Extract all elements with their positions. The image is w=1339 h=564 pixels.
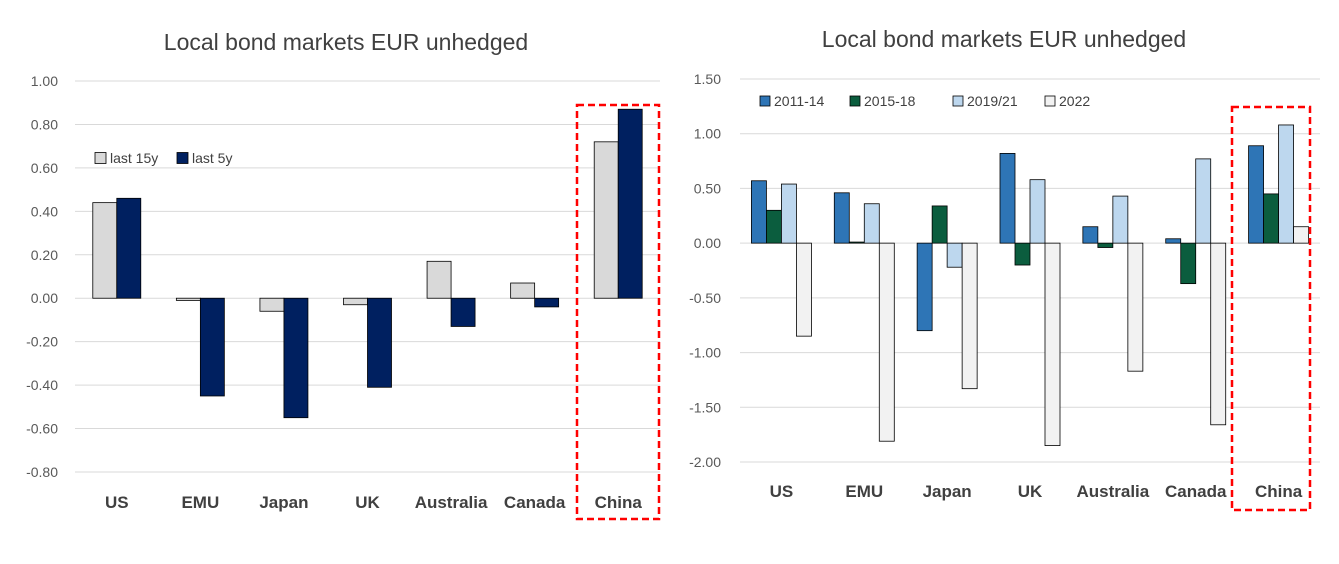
left-x-tick-label-japan: Japan	[259, 493, 308, 512]
right-bar-2022-emu	[878, 242, 895, 442]
right-bar-2019-21-us	[781, 183, 797, 244]
right-bar-2011-14-uk	[999, 153, 1016, 244]
right-bar-2019-21-australia	[1112, 195, 1129, 244]
right-y-tick-label: 0.00	[694, 235, 721, 251]
left-y-tick-label: 1.00	[31, 73, 58, 89]
right-bar-2022-australia	[1127, 242, 1144, 372]
right-x-tick-label-emu: EMU	[845, 482, 883, 501]
right-bar-2015-18-canada	[1180, 242, 1197, 285]
left-bar-last-5y-us	[116, 197, 142, 299]
right-legend-label-2015-18: 2015-18	[864, 93, 916, 109]
left-bar-last-15y-canada	[510, 282, 536, 299]
right-y-tick-label: 1.50	[694, 71, 721, 87]
right-y-tick-label: -1.00	[689, 345, 721, 361]
right-bar-2011-14-emu	[833, 192, 850, 244]
right-chart-title: Local bond markets EUR unhedged	[822, 26, 1186, 52]
right-bar-2022-canada	[1210, 242, 1227, 426]
left-y-tick-label: 0.00	[31, 290, 58, 306]
chart-right-svg: Local bond markets EUR unhedged 1.50 1.00 0…	[689, 26, 1320, 512]
right-bar-2015-18-us	[766, 209, 782, 244]
right-legend-swatch-2019-21	[952, 95, 964, 107]
left-y-tick-label: -0.40	[26, 377, 58, 393]
left-bar-last-5y-emu	[199, 297, 225, 397]
right-bar-2019-21-emu	[863, 203, 880, 244]
right-bar-2022-china	[1293, 226, 1309, 244]
right-y-tick-label: -0.50	[689, 290, 721, 306]
right-bar-2015-18-emu	[848, 241, 865, 244]
left-bar-last-5y-canada	[534, 297, 560, 308]
right-x-tick-label-australia: Australia	[1076, 482, 1149, 501]
left-y-tick-label: 0.60	[31, 160, 58, 176]
right-legend-label-2022: 2022	[1059, 93, 1090, 109]
right-bar-2022-us	[796, 242, 812, 337]
right-x-tick-label-canada: Canada	[1165, 482, 1227, 501]
right-highlight-box-china	[1230, 105, 1312, 512]
left-bar-last-15y-japan	[259, 297, 285, 312]
chart-right: Local bond markets EUR unhedged 1.50 1.00 0…	[670, 0, 1339, 559]
left-chart-title: Local bond markets EUR unhedged	[164, 29, 528, 55]
right-bar-2015-18-uk	[1014, 242, 1031, 266]
right-bar-2011-14-canada	[1165, 238, 1182, 244]
left-y-tick-label: 0.80	[31, 116, 58, 132]
right-y-tick-label: 1.00	[694, 126, 721, 142]
right-y-tick-label: -1.50	[689, 399, 721, 415]
right-legend-swatch-2015-18	[849, 95, 861, 107]
chart-left: Local bond markets EUR unhedged 1.00 0.80 0…	[0, 0, 670, 559]
right-legend-swatch-2022	[1044, 95, 1056, 107]
left-y-tick-label: -0.60	[26, 421, 58, 437]
right-x-tick-label-china: China	[1255, 482, 1303, 501]
right-bar-2011-14-us	[751, 180, 767, 244]
left-x-tick-label-china: China	[595, 493, 643, 512]
left-bar-last-5y-japan	[283, 297, 309, 419]
left-x-tick-label-us: US	[105, 493, 129, 512]
left-legend-swatch-last-5y	[176, 152, 189, 164]
left-bar-last-15y-australia	[426, 260, 452, 299]
left-bar-last-15y-emu	[175, 297, 201, 301]
right-legend-label-2019-21: 2019/21	[967, 93, 1018, 109]
left-y-tick-label: -0.20	[26, 334, 58, 350]
left-x-tick-label-australia: Australia	[415, 493, 488, 512]
right-y-tick-label: 0.50	[694, 180, 721, 196]
left-legend-swatch-last-15y	[94, 152, 107, 164]
right-legend-label-2011-14: 2011-14	[774, 93, 825, 109]
right-bar-2015-18-australia	[1097, 242, 1114, 248]
right-bar-2022-uk	[1044, 242, 1061, 446]
right-bar-2019-21-canada	[1195, 158, 1212, 244]
left-x-tick-label-uk: UK	[355, 493, 380, 512]
left-highlight-box-china	[575, 103, 661, 521]
right-x-tick-label-us: US	[770, 482, 794, 501]
right-legend-swatch-2011-14	[759, 95, 771, 107]
left-bar-last-5y-australia	[450, 297, 476, 327]
right-y-tick-label: -2.00	[689, 454, 721, 470]
left-bar-last-5y-uk	[367, 297, 392, 388]
left-bar-last-15y-uk	[343, 297, 368, 306]
left-y-tick-label: 0.40	[31, 203, 58, 219]
left-x-tick-label-emu: EMU	[181, 493, 219, 512]
right-bar-2015-18-japan	[931, 205, 948, 244]
left-bar-last-15y-us	[92, 202, 118, 299]
chart-left-svg: Local bond markets EUR unhedged 1.00 0.80 0…	[26, 29, 661, 521]
right-bar-2019-21-uk	[1029, 179, 1046, 244]
right-bar-2011-14-australia	[1082, 226, 1099, 244]
right-bar-2019-21-japan	[946, 242, 963, 268]
left-legend-label-last-15y: last 15y	[110, 150, 158, 166]
left-y-tick-label: 0.20	[31, 247, 58, 263]
right-bar-2011-14-japan	[916, 242, 933, 332]
right-bar-2015-18-china	[1263, 193, 1279, 244]
right-x-tick-label-japan: Japan	[923, 482, 972, 501]
left-x-tick-label-canada: Canada	[504, 493, 566, 512]
right-x-tick-label-uk: UK	[1018, 482, 1043, 501]
left-legend-label-last-5y: last 5y	[192, 150, 232, 166]
right-bar-2019-21-china	[1278, 124, 1294, 244]
right-bar-2011-14-china	[1248, 145, 1264, 244]
right-bar-2022-japan	[961, 242, 978, 390]
left-y-tick-label: -0.80	[26, 464, 58, 480]
left-bar-last-5y-china	[617, 108, 643, 299]
left-bar-last-15y-china	[593, 141, 619, 299]
